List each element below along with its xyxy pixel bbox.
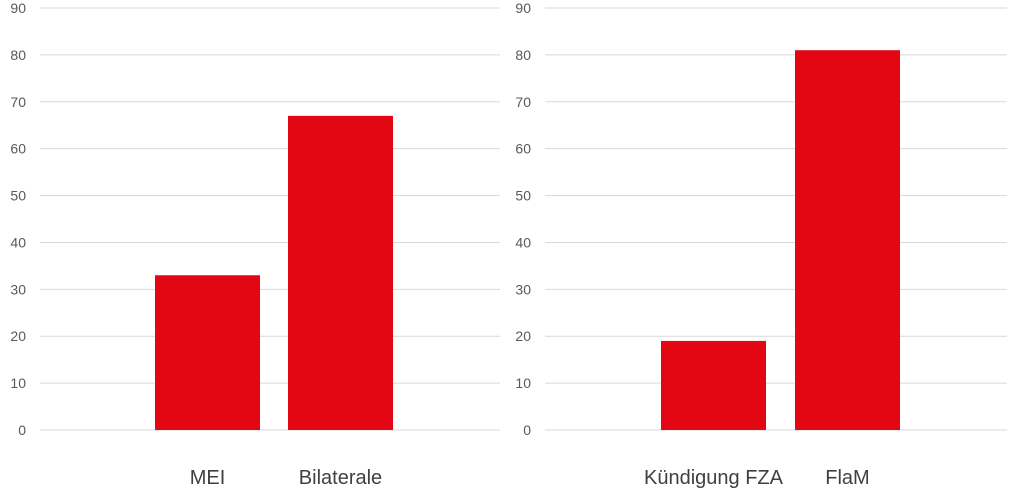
y-tick-label: 40 [10,234,26,250]
x-category-label: FlaM [825,467,869,489]
y-tick-label: 60 [10,141,26,157]
y-tick-label: 50 [10,188,26,204]
y-tick-label: 50 [515,188,531,204]
y-tick-label: 70 [515,94,531,110]
bar-k-ndigung-fza [661,340,766,430]
x-category-label: Bilaterale [299,467,382,489]
y-tick-label: 70 [10,94,26,110]
x-category-label: Kündigung FZA [644,467,784,489]
y-tick-label: 80 [10,47,26,63]
y-tick-label: 90 [515,0,531,16]
y-tick-label: 60 [515,141,531,157]
y-tick-label: 80 [515,47,531,63]
y-tick-label: 10 [10,375,26,391]
x-category-label: MEI [190,467,226,489]
y-tick-label: 30 [10,281,26,297]
y-tick-label: 30 [515,281,531,297]
y-tick-label: 10 [515,375,531,391]
y-tick-label: 90 [10,0,26,16]
bar-bilaterale [288,115,393,430]
y-tick-label: 20 [515,328,531,344]
y-tick-label: 20 [10,328,26,344]
y-tick-label: 40 [515,234,531,250]
bar-flam [795,50,900,430]
y-tick-label: 0 [18,422,26,438]
y-tick-label: 0 [523,422,531,438]
bar-mei [155,275,260,430]
